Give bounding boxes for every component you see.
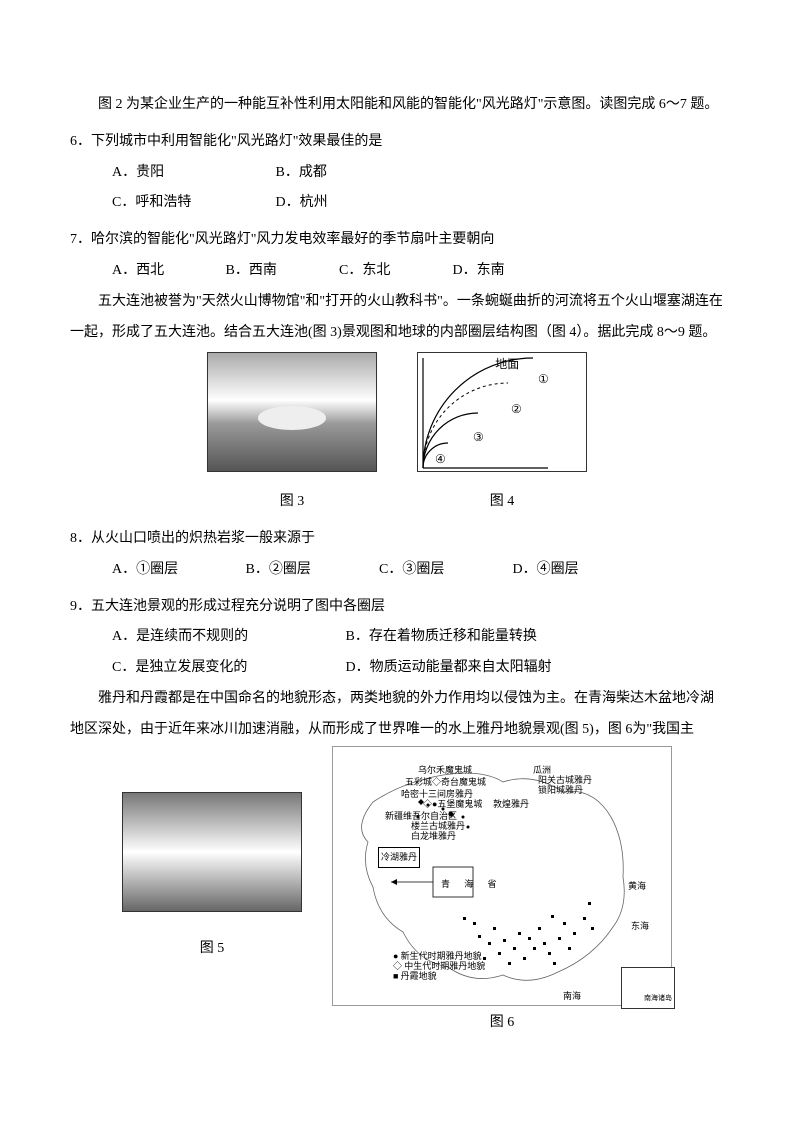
map-label-dunhuang: 敦煌雅丹 (493, 795, 529, 815)
question-9: 9．五大连池景观的形成过程充分说明了图中各圈层 A．是连续而不规则的 B．存在着… (70, 592, 724, 684)
map-label-donghai: 东海 (631, 917, 649, 937)
figure-3: 图 3 (207, 352, 377, 518)
q9-option-b: B．存在着物质迁移和能量转换 (346, 622, 576, 653)
q8-number: 8． (70, 531, 91, 546)
svg-text:③: ③ (473, 430, 484, 444)
q8-option-d: D．④圈层 (513, 555, 643, 586)
map-label-huanghai: 黄海 (628, 877, 646, 897)
q9-option-a: A．是连续而不规则的 (112, 622, 342, 653)
q7-option-b: B．西南 (226, 256, 336, 287)
svg-text:①: ① (538, 372, 549, 386)
map-legend-3: ■ 丹霞地貌 (393, 967, 437, 987)
map-inset-label: 南海诸岛 (644, 991, 672, 1006)
intro-text-2: 五大连池被誉为"天然火山博物馆"和"打开的火山教科书"。一条蜿蜒曲折的河流将五个… (70, 287, 724, 349)
q9-text: 五大连池景观的形成过程充分说明了图中各圈层 (91, 599, 385, 614)
q8-text: 从火山口喷出的炽热岩浆一般来源于 (91, 531, 315, 546)
map-label-suoyang: 锁阳城雅丹 (538, 781, 583, 801)
map-label-nanhai: 南海 (563, 987, 581, 1007)
q8-option-a: A．①圈层 (112, 555, 242, 586)
question-8: 8．从火山口喷出的炽热岩浆一般来源于 A．①圈层 B．②圈层 C．③圈层 D．④… (70, 524, 724, 586)
question-7: 7．哈尔滨的智能化"风光路灯"风力发电效率最好的季节扇叶主要朝向 A．西北 B．… (70, 225, 724, 287)
figure-4-caption: 图 4 (417, 487, 587, 518)
figure-4: 地面 ① ② ③ ④ 图 4 (417, 352, 587, 518)
figure-6-image: 乌尔禾魔鬼城 五彩城◇奇台魔鬼城 哈密十三间房雅丹 ◇●五堡魔鬼城 新疆维吾尔自… (332, 746, 672, 1006)
figure-6-caption: 图 6 (332, 1008, 672, 1039)
svg-text:④: ④ (435, 452, 446, 466)
intro-text-1: 图 2 为某企业生产的一种能互补性利用太阳能和风能的智能化"风光路灯"示意图。读… (70, 90, 724, 121)
map-inset-nanhai: 南海诸岛 (621, 967, 675, 1009)
figure-3-image (207, 352, 377, 472)
figure-4-surface-label: 地面 (495, 351, 519, 377)
figure-3-caption: 图 3 (207, 487, 377, 518)
q6-option-a: A．贵阳 (112, 158, 272, 189)
q6-option-b: B．成都 (276, 158, 436, 189)
q8-option-c: C．③圈层 (379, 555, 509, 586)
q6-number: 6． (70, 134, 91, 149)
q9-option-d: D．物质运动能量都来自太阳辐射 (346, 653, 576, 684)
q7-option-a: A．西北 (112, 256, 222, 287)
map-label-qinghai: 青 海 省 (441, 875, 503, 895)
q9-option-c: C．是独立发展变化的 (112, 653, 342, 684)
figure-4-image: 地面 ① ② ③ ④ (417, 352, 587, 472)
map-label-longdui: 白龙堆雅丹 (411, 827, 456, 847)
q7-option-c: C．东北 (339, 256, 449, 287)
q8-option-b: B．②圈层 (246, 555, 376, 586)
q9-number: 9． (70, 599, 91, 614)
q7-option-d: D．东南 (453, 256, 563, 287)
q7-number: 7． (70, 232, 91, 247)
figures-row-2: 图 5 (70, 746, 724, 1039)
q7-text: 哈尔滨的智能化"风光路灯"风力发电效率最好的季节扇叶主要朝向 (91, 232, 494, 247)
figure-5-caption: 图 5 (122, 934, 302, 965)
q6-text: 下列城市中利用智能化"风光路灯"效果最佳的是 (91, 134, 382, 149)
q6-option-c: C．呼和浩特 (112, 188, 272, 219)
figure-5: 图 5 (122, 792, 302, 966)
figure-6: 乌尔禾魔鬼城 五彩城◇奇台魔鬼城 哈密十三间房雅丹 ◇●五堡魔鬼城 新疆维吾尔自… (332, 746, 672, 1039)
intro-text-3: 雅丹和丹霞都是在中国命名的地貌形态，两类地貌的外力作用均以侵蚀为主。在青海柴达木… (70, 684, 724, 746)
figure-5-image (122, 792, 302, 912)
q6-option-d: D．杭州 (276, 188, 436, 219)
svg-text:②: ② (511, 402, 522, 416)
figures-row-1: 图 3 地面 ① ② ③ ④ 图 4 (70, 352, 724, 518)
map-label-lenghu: 冷湖雅丹 (378, 847, 420, 869)
question-6: 6．下列城市中利用智能化"风光路灯"效果最佳的是 A．贵阳 B．成都 C．呼和浩… (70, 127, 724, 219)
